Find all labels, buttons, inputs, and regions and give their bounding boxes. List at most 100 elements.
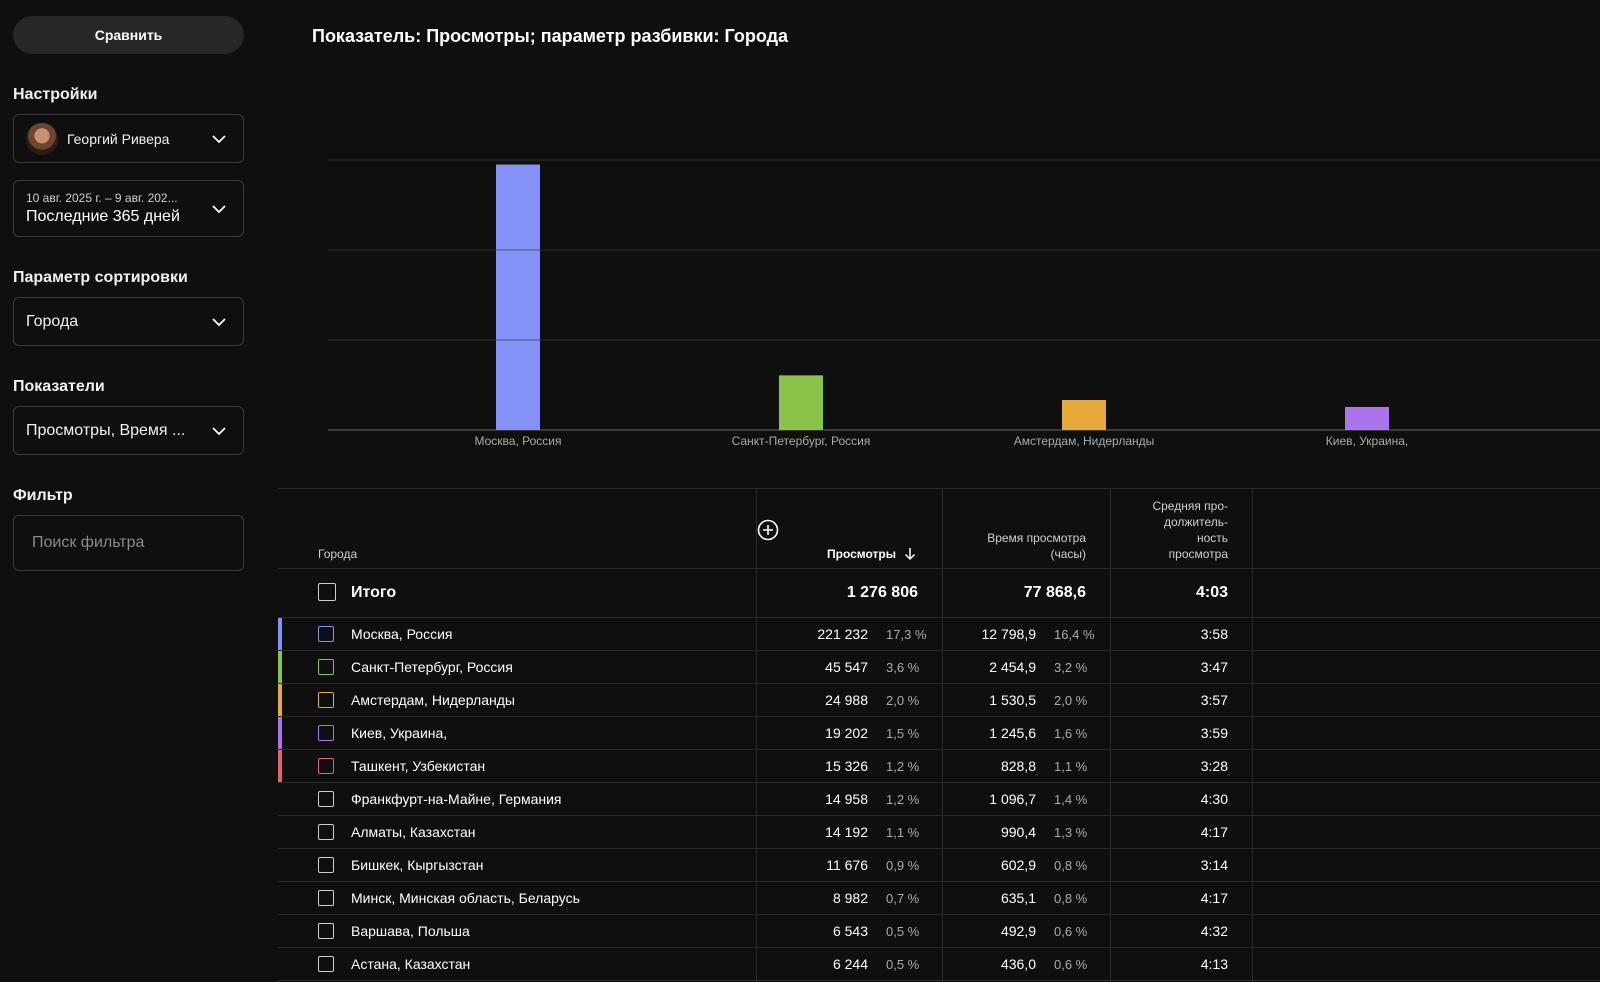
table-row[interactable]: Санкт-Петербург, Россия 45 547 3,6 % 2 4… xyxy=(278,651,1600,684)
row-watch-time: 602,9 xyxy=(1000,857,1036,873)
chart-category-label: Амстердам, Нидерланды xyxy=(1014,434,1155,448)
column-divider xyxy=(1252,849,1253,881)
row-avg-wrap: 4:30 xyxy=(1110,783,1252,815)
header-views[interactable]: Просмотры xyxy=(827,546,918,562)
row-avg-wrap: 4:17 xyxy=(1110,816,1252,848)
series-color-stripe xyxy=(278,750,282,782)
header-avg-duration[interactable]: Средняя про- должитель- ность просмотра xyxy=(1152,498,1228,562)
table-row[interactable]: Астана, Казахстан 6 244 0,5 % 436,0 0,6 … xyxy=(278,948,1600,981)
column-divider xyxy=(942,717,943,749)
column-divider xyxy=(1252,915,1253,947)
chart-bar[interactable] xyxy=(496,164,540,430)
column-divider xyxy=(1110,750,1111,782)
account-select[interactable]: Георгий Ривера xyxy=(13,114,244,163)
row-checkbox[interactable] xyxy=(318,626,334,642)
row-views-percent: 0,5 % xyxy=(886,956,920,972)
table-row[interactable]: Киев, Украина, 19 202 1,5 % 1 245,6 1,6 … xyxy=(278,717,1600,750)
row-views: 11 676 xyxy=(826,857,868,873)
table-row[interactable]: Москва, Россия 221 232 17,3 % 12 798,9 1… xyxy=(278,618,1600,651)
table-body: Москва, Россия 221 232 17,3 % 12 798,9 1… xyxy=(278,618,1600,981)
avatar xyxy=(26,122,58,155)
date-range-select[interactable]: 10 авг. 2025 г. – 9 авг. 202... Последни… xyxy=(13,180,244,237)
chevron-down-icon xyxy=(211,423,227,439)
chart-category-label: Москва, Россия xyxy=(475,434,562,448)
table-row[interactable]: Минск, Минская область, Беларусь 8 982 0… xyxy=(278,882,1600,915)
row-avg-duration: 4:17 xyxy=(1200,824,1228,840)
row-views-wrap: 6 244 0,5 % xyxy=(756,948,942,980)
header-city[interactable]: Города xyxy=(318,547,358,561)
sort-select[interactable]: Города xyxy=(13,297,244,346)
page-title: Показатель: Просмотры; параметр разбивки… xyxy=(312,26,789,46)
row-checkbox[interactable] xyxy=(318,692,334,708)
table-row[interactable]: Ташкент, Узбекистан 15 326 1,2 % 828,8 1… xyxy=(278,750,1600,783)
column-divider xyxy=(756,915,757,947)
total-checkbox[interactable] xyxy=(318,583,336,601)
row-city-name: Ташкент, Узбекистан xyxy=(351,758,486,774)
row-watch-wrap: 2 454,9 3,2 % xyxy=(942,651,1110,683)
row-watch-time: 436,0 xyxy=(1000,956,1036,972)
row-avg-duration: 3:57 xyxy=(1200,692,1228,708)
total-views: 1 276 806 xyxy=(846,584,918,601)
row-checkbox[interactable] xyxy=(318,890,334,906)
header-watch-time[interactable]: Время просмотра (часы) xyxy=(987,530,1086,562)
metrics-select[interactable]: Просмотры, Время ... xyxy=(13,406,244,455)
column-divider xyxy=(1110,948,1111,980)
header-avg-line4: просмотра xyxy=(1168,547,1228,561)
header-views-label: Просмотры xyxy=(826,547,896,561)
row-watch-wrap: 1 096,7 1,4 % xyxy=(942,783,1110,815)
row-avg-wrap: 4:32 xyxy=(1110,915,1252,947)
row-views-wrap: 11 676 0,9 % xyxy=(756,849,942,881)
table-row[interactable]: Варшава, Польша 6 543 0,5 % 492,9 0,6 % … xyxy=(278,915,1600,948)
total-watch-wrap: 77 868,6 xyxy=(942,569,1110,617)
column-divider xyxy=(756,849,757,881)
chart-bar[interactable] xyxy=(1345,406,1389,430)
metrics-value: Просмотры, Время ... xyxy=(26,421,186,439)
row-city-name: Санкт-Петербург, Россия xyxy=(351,659,513,675)
watch-header-wrap: Время просмотра (часы) xyxy=(942,489,1110,568)
column-divider xyxy=(1110,816,1111,848)
row-avg-duration: 3:58 xyxy=(1200,626,1228,642)
chart-category-label: Киев, Украина, xyxy=(1326,434,1408,448)
main-panel: Показатель: Просмотры; параметр разбивки… xyxy=(278,0,1600,982)
header-watch-line1: Время просмотра xyxy=(987,531,1086,545)
row-checkbox[interactable] xyxy=(318,725,334,741)
row-checkbox[interactable] xyxy=(318,758,334,774)
row-city-name: Алматы, Казахстан xyxy=(351,824,476,840)
column-divider xyxy=(756,750,757,782)
column-divider xyxy=(942,849,943,881)
row-views: 221 232 xyxy=(817,626,868,642)
filter-search-input[interactable] xyxy=(13,515,244,571)
row-checkbox[interactable] xyxy=(318,791,334,807)
add-column-icon[interactable] xyxy=(757,519,779,541)
row-watch-wrap: 436,0 0,6 % xyxy=(942,948,1110,980)
table-row[interactable]: Алматы, Казахстан 14 192 1,1 % 990,4 1,3… xyxy=(278,816,1600,849)
series-color-stripe xyxy=(278,849,282,881)
row-views: 14 958 xyxy=(825,791,868,807)
column-divider xyxy=(1252,684,1253,716)
column-divider xyxy=(1110,717,1111,749)
row-checkbox[interactable] xyxy=(318,659,334,675)
row-checkbox[interactable] xyxy=(318,857,334,873)
total-avg-duration: 4:03 xyxy=(1195,584,1228,601)
row-views: 8 982 xyxy=(832,890,868,906)
column-divider xyxy=(756,569,757,617)
row-views: 6 543 xyxy=(832,923,868,939)
column-divider xyxy=(1252,618,1253,650)
chart-bar[interactable] xyxy=(1062,400,1106,430)
row-city-name: Астана, Казахстан xyxy=(351,956,471,972)
compare-button[interactable]: Сравнить xyxy=(13,16,244,54)
table-row[interactable]: Франкфурт-на-Майне, Германия 14 958 1,2 … xyxy=(278,783,1600,816)
row-checkbox[interactable] xyxy=(318,956,334,972)
column-divider xyxy=(756,717,757,749)
table-row[interactable]: Бишкек, Кыргызстан 11 676 0,9 % 602,9 0,… xyxy=(278,849,1600,882)
column-divider xyxy=(942,569,943,617)
table-row[interactable]: Амстердам, Нидерланды 24 988 2,0 % 1 530… xyxy=(278,684,1600,717)
series-color-stripe xyxy=(278,882,282,914)
chart-bar[interactable] xyxy=(779,375,823,430)
row-watch-time: 1 530,5 xyxy=(989,692,1036,708)
row-checkbox[interactable] xyxy=(318,824,334,840)
row-checkbox[interactable] xyxy=(318,923,334,939)
chevron-down-icon xyxy=(211,201,227,217)
row-views-percent: 0,5 % xyxy=(886,923,920,939)
column-divider xyxy=(942,882,943,914)
